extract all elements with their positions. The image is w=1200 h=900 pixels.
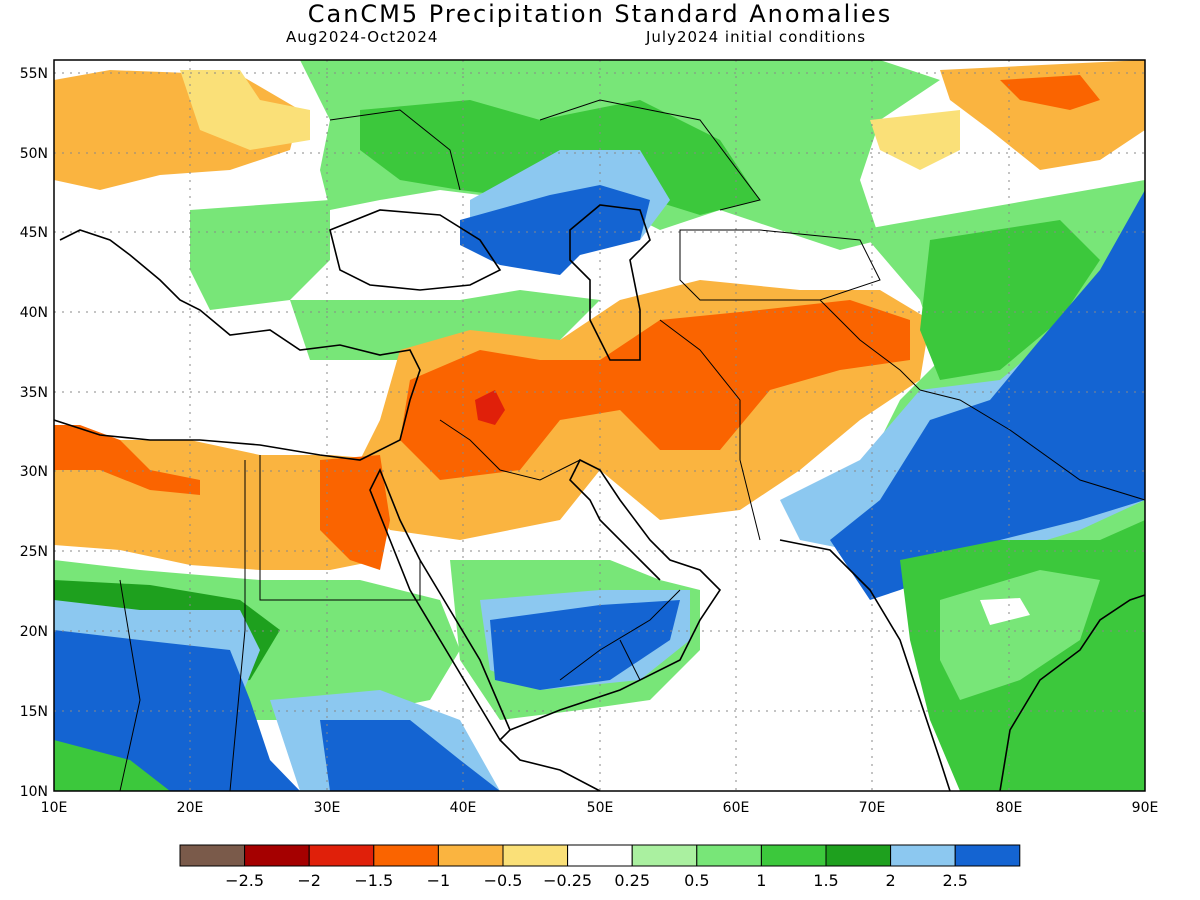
lat-label: 30N (20, 464, 48, 480)
lat-label: 45N (20, 225, 48, 241)
yemen-very-wet (490, 600, 680, 690)
lon-label: 20E (177, 800, 204, 816)
lat-label: 50N (20, 146, 48, 162)
middle-east-dry-strong (400, 300, 910, 480)
lon-label: 90E (1132, 800, 1159, 816)
sudan-very-wet (320, 720, 500, 791)
colorbar-label: 0.5 (684, 871, 709, 890)
sahel-bottom-green (54, 740, 170, 791)
bengal-white-patch (980, 598, 1030, 625)
colorbar-swatch (890, 844, 956, 867)
colorbar-swatch (244, 844, 310, 867)
lat-label: 55N (20, 66, 48, 82)
sahel-very-wet (54, 630, 300, 791)
colorbar-swatch (760, 844, 827, 867)
colorbar-label: 2 (886, 871, 896, 890)
forecast-period: Aug2024-Oct2024 (286, 28, 439, 46)
colorbar-label: −2 (297, 871, 321, 890)
colorbar-label: 1.5 (813, 871, 838, 890)
colorbar-swatch (631, 844, 698, 867)
lon-axis: 10E 20E 30E 40E 50E 60E 70E 80E 90E (41, 800, 1159, 816)
colorbar-swatch (502, 844, 569, 867)
lon-label: 60E (723, 800, 750, 816)
lat-label: 25N (20, 544, 48, 560)
lat-label: 35N (20, 385, 48, 401)
lat-label: 20N (20, 624, 48, 640)
colorbar-label: 1 (756, 871, 766, 890)
colorbar-swatch (437, 844, 504, 867)
coastlines (54, 204, 1145, 791)
lat-label: 10N (20, 784, 48, 800)
mongolia-dry-region (940, 60, 1145, 170)
central-asia-yellow (870, 110, 960, 170)
colorbar-swatch (179, 844, 246, 867)
colorbar-label: −2.5 (225, 871, 264, 890)
colorbar-label: −1 (427, 871, 451, 890)
map-title: CanCM5 Precipitation Standard Anomalies (307, 0, 893, 28)
lat-label: 15N (20, 704, 48, 720)
lon-label: 40E (450, 800, 477, 816)
country-borders (119, 99, 1145, 791)
colorbar-swatch (308, 844, 375, 867)
lon-label: 80E (996, 800, 1023, 816)
anomaly-field (54, 60, 1145, 791)
lon-label: 30E (314, 800, 341, 816)
mongolia-dry-core (1000, 75, 1100, 110)
colorbar-label: 0.25 (614, 871, 650, 890)
colorbar-label: −1.5 (354, 871, 393, 890)
europe-yellow-region (180, 70, 310, 150)
colorbar-label: −0.5 (484, 871, 523, 890)
iraq-dry-core (475, 390, 505, 425)
colorbar-label: −0.25 (543, 871, 592, 890)
lat-axis: 10N 15N 20N 25N 30N 35N 40N 45N 50N 55N (20, 66, 48, 800)
lon-label: 70E (859, 800, 886, 816)
north-africa-dry-strong (54, 425, 200, 495)
colorbar-swatch (954, 844, 1021, 867)
bay-of-bengal-light (940, 570, 1100, 700)
colorbar-swatch (696, 844, 762, 867)
caspian-wet-strong (460, 185, 650, 275)
india-very-wet (830, 190, 1145, 600)
colorbar-label: 2.5 (942, 871, 967, 890)
lon-label: 10E (41, 800, 68, 816)
initial-conditions-label: July2024 initial conditions (646, 28, 867, 46)
plot-frame (53, 59, 1146, 792)
grid-lines (54, 60, 1145, 791)
colorbar: −2.5 −2 −1.5 −1 −0.5 −0.25 0.25 0.5 1 1.5 2 2.5 (179, 844, 1021, 890)
lat-label: 40N (20, 305, 48, 321)
colorbar-swatch (373, 844, 439, 867)
lon-label: 50E (587, 800, 614, 816)
balkans-wet-region (190, 200, 330, 310)
colorbar-swatch (567, 844, 633, 867)
colorbar-swatch (825, 844, 892, 867)
south-asia-wet-strong (920, 220, 1100, 380)
